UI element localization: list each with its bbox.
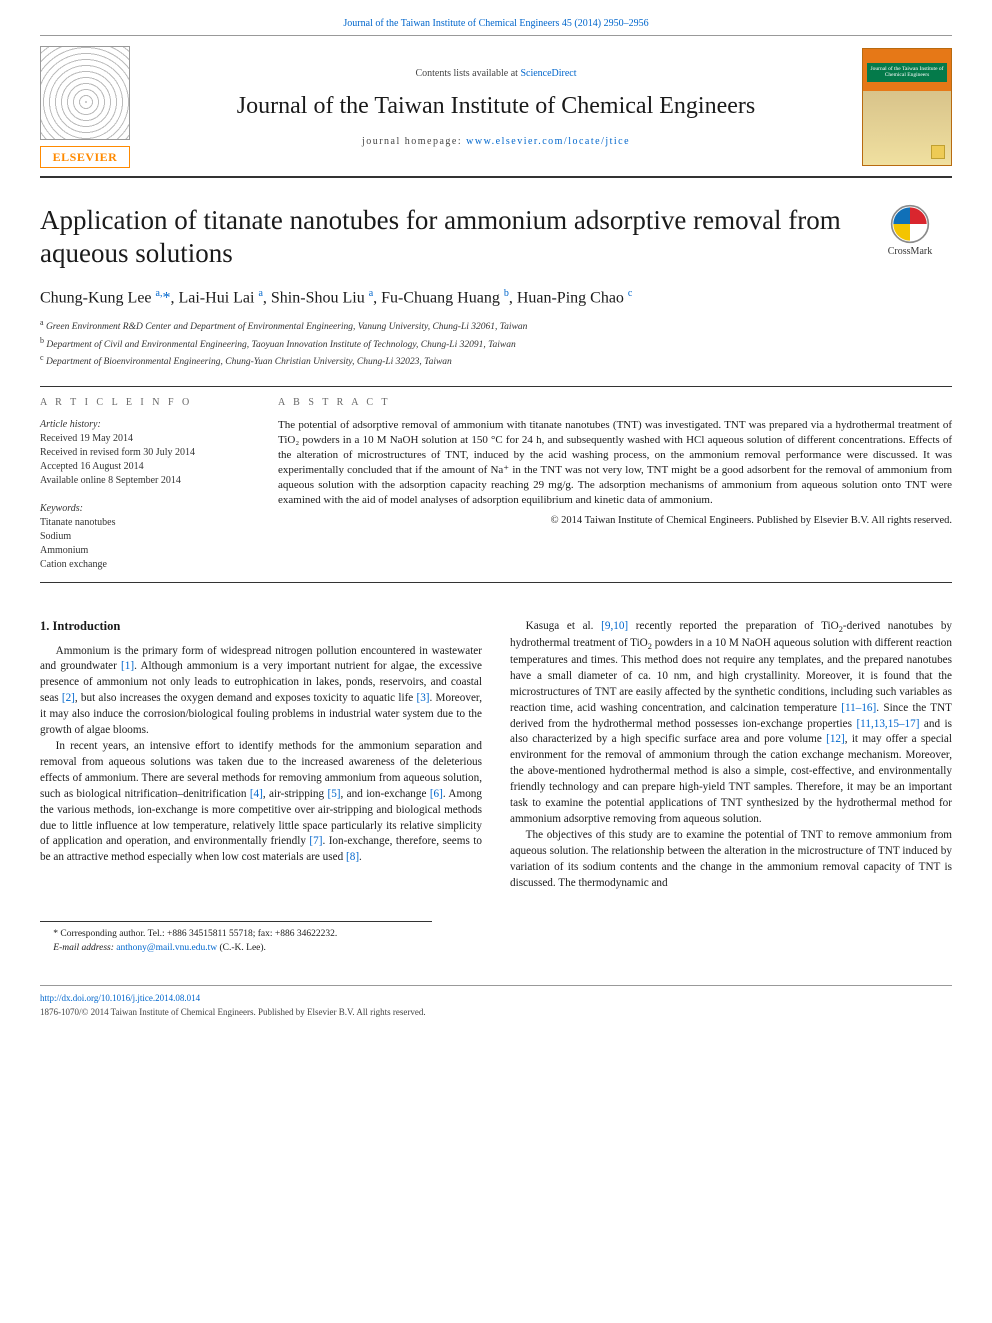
homepage-prefix: journal homepage:	[362, 136, 466, 147]
cite-link[interactable]: [8]	[346, 851, 359, 863]
cover-title-band: Journal of the Taiwan Institute of Chemi…	[867, 63, 947, 82]
para: In recent years, an intensive effort to …	[40, 739, 482, 866]
cite-link[interactable]: [12]	[826, 733, 845, 745]
cite-link[interactable]: [3]	[416, 692, 429, 704]
keyword: Cation exchange	[40, 558, 250, 572]
cite-link[interactable]: [7]	[309, 835, 322, 847]
corr-email-link[interactable]: anthony@mail.vnu.edu.tw	[116, 943, 217, 953]
running-head-vol: 45 (2014) 2950–2956	[559, 18, 648, 29]
cite-link[interactable]: [9,10]	[601, 620, 628, 632]
keywords-block: Keywords: Titanate nanotubes Sodium Ammo…	[40, 502, 250, 572]
rule-below-masthead	[40, 176, 952, 178]
cover-square-icon	[931, 145, 945, 159]
affiliation-a: a Green Environment R&D Center and Depar…	[40, 317, 952, 334]
sciencedirect-link[interactable]: ScienceDirect	[520, 68, 576, 79]
body-text: 1. Introduction Ammonium is the primary …	[40, 619, 952, 892]
journal-name: Journal of the Taiwan Institute of Chemi…	[142, 93, 850, 120]
affiliation-c: c Department of Bioenvironmental Enginee…	[40, 352, 952, 369]
cite-link[interactable]: [6]	[430, 788, 443, 800]
crossmark-icon	[890, 204, 930, 244]
issn-copyright-line: 1876-1070/© 2014 Taiwan Institute of Che…	[40, 1006, 952, 1020]
para: Kasuga et al. [9,10] recently reported t…	[510, 619, 952, 828]
abstract-heading: A B S T R A C T	[278, 397, 952, 408]
article-info-heading: A R T I C L E I N F O	[40, 397, 250, 408]
contents-prefix: Contents lists available at	[415, 68, 520, 79]
cite-link[interactable]: [4]	[250, 788, 263, 800]
corr-name-suffix: (C.-K. Lee).	[217, 943, 266, 953]
masthead-left: ELSEVIER	[40, 46, 130, 168]
corr-line-1: * Corresponding author. Tel.: +886 34515…	[40, 928, 432, 941]
article-info: A R T I C L E I N F O Article history: R…	[40, 397, 250, 572]
para: The objectives of this study are to exam…	[510, 828, 952, 892]
journal-homepage-link[interactable]: www.elsevier.com/locate/jtice	[466, 136, 630, 147]
corresponding-author-note: * Corresponding author. Tel.: +886 34515…	[40, 921, 432, 955]
title-row: Application of titanate nanotubes for am…	[40, 204, 952, 270]
affiliation-b: b Department of Civil and Environmental …	[40, 335, 952, 352]
section-1-heading: 1. Introduction	[40, 619, 482, 634]
history-label: Article history:	[40, 418, 250, 432]
cite-link[interactable]: [5]	[327, 788, 340, 800]
authors-line: Chung-Kung Lee a,*, Lai-Hui Lai a, Shin-…	[40, 288, 952, 307]
elsevier-tree-logo	[40, 46, 130, 140]
abstract-text: The potential of adsorptive removal of a…	[278, 418, 952, 509]
keywords-label: Keywords:	[40, 502, 250, 516]
page-footer: http://dx.doi.org/10.1016/j.jtice.2014.0…	[40, 985, 952, 1019]
elsevier-wordmark: ELSEVIER	[40, 146, 130, 168]
running-head-journal: Journal of the Taiwan Institute of Chemi…	[343, 18, 559, 29]
cite-link[interactable]: [1]	[121, 660, 134, 672]
running-head: Journal of the Taiwan Institute of Chemi…	[40, 18, 952, 29]
cite-link[interactable]: [11,13,15–17]	[856, 718, 919, 730]
info-abstract-row: A R T I C L E I N F O Article history: R…	[40, 397, 952, 572]
journal-homepage-line: journal homepage: www.elsevier.com/locat…	[142, 136, 850, 147]
crossmark-badge[interactable]: CrossMark	[868, 204, 952, 257]
crossmark-label: CrossMark	[888, 246, 932, 257]
cite-link[interactable]: [2]	[62, 692, 75, 704]
keyword: Titanate nanotubes	[40, 516, 250, 530]
contents-lists-line: Contents lists available at ScienceDirec…	[142, 68, 850, 79]
history-accepted: Accepted 16 August 2014	[40, 460, 250, 474]
email-label: E-mail address:	[53, 943, 116, 953]
keyword: Ammonium	[40, 544, 250, 558]
rule-below-abstract	[40, 582, 952, 583]
abstract-copyright: © 2014 Taiwan Institute of Chemical Engi…	[278, 515, 952, 526]
doi-link[interactable]: http://dx.doi.org/10.1016/j.jtice.2014.0…	[40, 993, 200, 1003]
history-received: Received 19 May 2014	[40, 432, 250, 446]
running-head-link[interactable]: Journal of the Taiwan Institute of Chemi…	[343, 18, 648, 29]
abstract: A B S T R A C T The potential of adsorpt…	[278, 397, 952, 572]
masthead-center: Contents lists available at ScienceDirec…	[142, 46, 850, 168]
affiliations: a Green Environment R&D Center and Depar…	[40, 317, 952, 369]
history-revised: Received in revised form 30 July 2014	[40, 446, 250, 460]
article-history: Article history: Received 19 May 2014 Re…	[40, 418, 250, 488]
masthead: ELSEVIER Contents lists available at Sci…	[40, 46, 952, 168]
para: Ammonium is the primary form of widespre…	[40, 644, 482, 739]
article-title: Application of titanate nanotubes for am…	[40, 204, 856, 270]
journal-cover-thumbnail: Journal of the Taiwan Institute of Chemi…	[862, 48, 952, 166]
keyword: Sodium	[40, 530, 250, 544]
rule-top	[40, 35, 952, 36]
cite-link[interactable]: [11–16]	[841, 702, 876, 714]
corr-line-2: E-mail address: anthony@mail.vnu.edu.tw …	[40, 942, 432, 955]
rule-above-info	[40, 386, 952, 387]
masthead-right: Journal of the Taiwan Institute of Chemi…	[862, 46, 952, 168]
history-online: Available online 8 September 2014	[40, 474, 250, 488]
